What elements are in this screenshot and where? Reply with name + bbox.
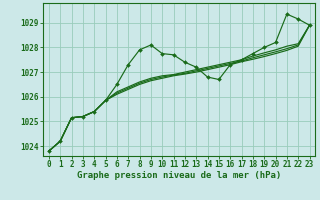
X-axis label: Graphe pression niveau de la mer (hPa): Graphe pression niveau de la mer (hPa) [77,171,281,180]
